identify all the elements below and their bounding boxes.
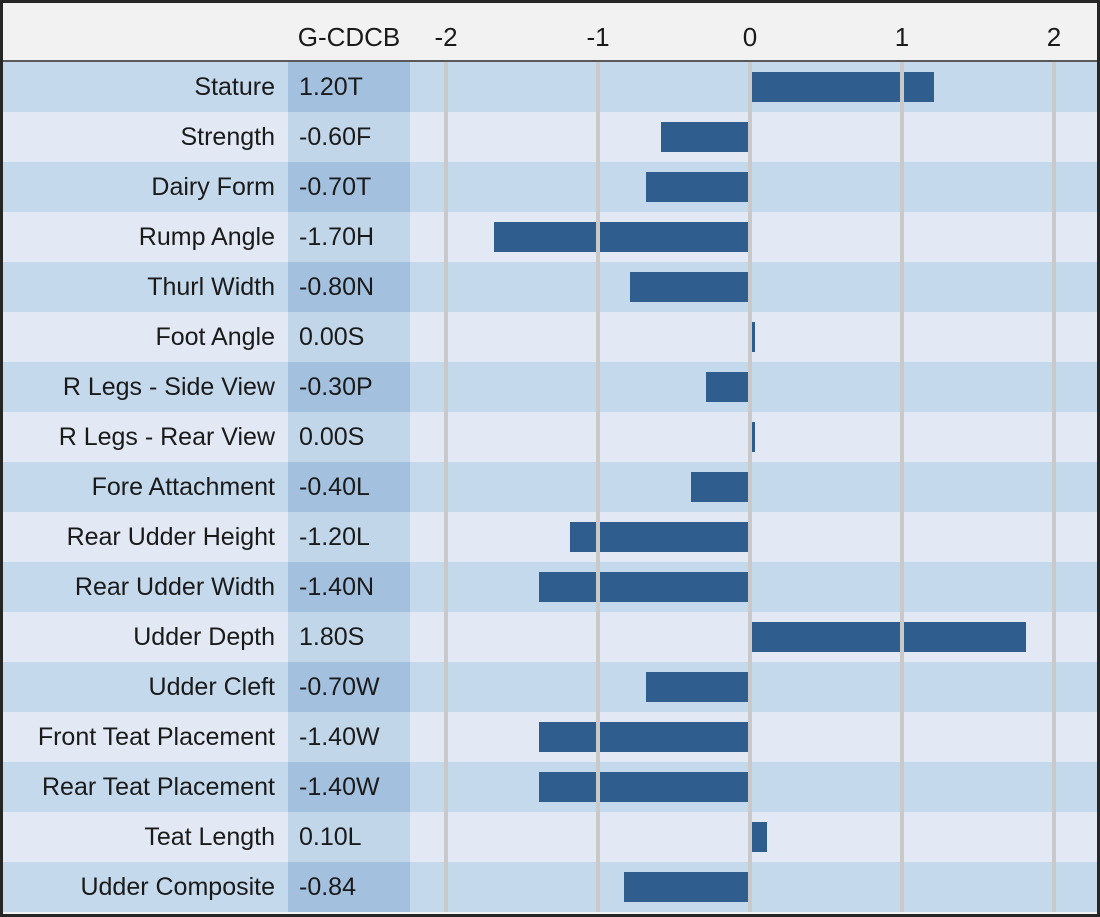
trait-row: Udder Cleft -0.70W — [3, 662, 1097, 712]
trait-bar — [752, 422, 755, 452]
trait-bar — [539, 772, 752, 802]
trait-row: Rear Udder Height -1.20L — [3, 512, 1097, 562]
trait-label: Rear Teat Placement — [42, 773, 275, 801]
column-header-gcdcb: G-CDCB — [297, 22, 401, 52]
axis-tick-label: 2 — [1046, 22, 1062, 52]
trait-bar — [494, 222, 752, 252]
chart-body: Stature 1.20T Strength -0.60F Dairy Form -0.7… — [3, 62, 1097, 912]
trait-label: R Legs - Side View — [62, 373, 275, 401]
plot-area — [410, 762, 1097, 812]
axis-tick-label: 1 — [894, 22, 910, 52]
trait-label: Rear Udder Width — [74, 573, 275, 601]
trait-value: 0.00S — [288, 412, 410, 462]
chart-header: G-CDCB -2 -1 0 1 2 — [3, 3, 1097, 62]
trait-value: 0.00S — [288, 312, 410, 362]
plot-area — [410, 112, 1097, 162]
trait-label: Udder Cleft — [148, 673, 275, 701]
trait-bar — [752, 822, 767, 852]
trait-label: Rump Angle — [138, 223, 275, 251]
trait-label: Udder Depth — [133, 623, 275, 651]
trait-label: Front Teat Placement — [37, 723, 275, 751]
trait-bar — [630, 272, 752, 302]
trait-value: -0.30P — [288, 362, 410, 412]
trait-value: -0.80N — [288, 262, 410, 312]
trait-label: Stature — [194, 73, 275, 101]
trait-label: Thurl Width — [147, 273, 275, 301]
trait-label: R Legs - Rear View — [58, 423, 275, 451]
trait-label: Strength — [180, 123, 275, 151]
trait-value: -1.40W — [288, 762, 410, 812]
trait-row: R Legs - Side View -0.30P — [3, 362, 1097, 412]
plot-area — [410, 512, 1097, 562]
trait-bar — [706, 372, 752, 402]
trait-row: Rump Angle -1.70H — [3, 212, 1097, 262]
plot-area — [410, 712, 1097, 762]
plot-area — [410, 662, 1097, 712]
trait-row: Rear Udder Width -1.40N — [3, 562, 1097, 612]
trait-value: -1.40W — [288, 712, 410, 762]
plot-area — [410, 412, 1097, 462]
trait-value: -0.70W — [288, 662, 410, 712]
trait-bar — [539, 572, 752, 602]
trait-label: Foot Angle — [155, 323, 275, 351]
trait-row: Front Teat Placement -1.40W — [3, 712, 1097, 762]
trait-value: 1.80S — [288, 612, 410, 662]
trait-row: Rear Teat Placement -1.40W — [3, 762, 1097, 812]
axis-tick-label: -1 — [586, 22, 610, 52]
trait-row: Dairy Form -0.70T — [3, 162, 1097, 212]
trait-row: Strength -0.60F — [3, 112, 1097, 162]
trait-value: -1.20L — [288, 512, 410, 562]
trait-value: -1.40N — [288, 562, 410, 612]
plot-area — [410, 462, 1097, 512]
trait-row: Fore Attachment -0.40L — [3, 462, 1097, 512]
trait-label: Teat Length — [144, 823, 275, 851]
trait-bar — [624, 872, 752, 902]
trait-value: -1.70H — [288, 212, 410, 262]
trait-bar — [661, 122, 752, 152]
trait-row: Udder Depth 1.80S — [3, 612, 1097, 662]
axis-tick-label: 0 — [742, 22, 758, 52]
plot-area — [410, 812, 1097, 862]
plot-area — [410, 162, 1097, 212]
trait-bar — [539, 722, 752, 752]
trait-bar — [752, 622, 1026, 652]
trait-bar — [691, 472, 752, 502]
trait-bar — [752, 322, 755, 352]
trait-label: Dairy Form — [151, 173, 275, 201]
trait-row: Stature 1.20T — [3, 62, 1097, 112]
trait-row: Foot Angle 0.00S — [3, 312, 1097, 362]
trait-value: -0.40L — [288, 462, 410, 512]
trait-bar — [570, 522, 752, 552]
trait-value: -0.70T — [288, 162, 410, 212]
trait-value: 1.20T — [288, 62, 410, 112]
trait-value: -0.84 — [288, 862, 410, 912]
plot-area — [410, 562, 1097, 612]
trait-row: Thurl Width -0.80N — [3, 262, 1097, 312]
plot-area — [410, 262, 1097, 312]
trait-row: R Legs - Rear View 0.00S — [3, 412, 1097, 462]
trait-value: -0.60F — [288, 112, 410, 162]
trait-label: Fore Attachment — [91, 473, 275, 501]
plot-area — [410, 612, 1097, 662]
plot-area — [410, 212, 1097, 262]
trait-bar — [752, 72, 934, 102]
plot-area — [410, 312, 1097, 362]
trait-label: Udder Composite — [80, 873, 275, 901]
trait-label: Rear Udder Height — [66, 523, 275, 551]
trait-bar — [646, 172, 752, 202]
axis-tick-label: -2 — [434, 22, 458, 52]
trait-row: Teat Length 0.10L — [3, 812, 1097, 862]
plot-area — [410, 62, 1097, 112]
trait-bar — [646, 672, 752, 702]
trait-row: Udder Composite -0.84 — [3, 862, 1097, 912]
trait-value: 0.10L — [288, 812, 410, 862]
plot-area — [410, 862, 1097, 912]
plot-area — [410, 362, 1097, 412]
